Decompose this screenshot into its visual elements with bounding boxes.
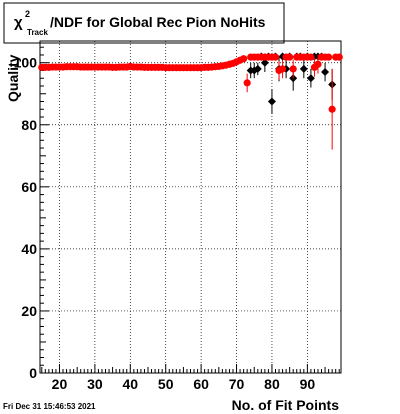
x-tick-label: 30 <box>87 376 103 392</box>
data-point <box>335 53 343 61</box>
series-red <box>38 53 343 150</box>
data-point <box>321 68 330 77</box>
y-axis-label: Quality <box>5 54 21 102</box>
data-point <box>240 55 248 63</box>
series-black <box>246 52 337 114</box>
title-box: χ 2 Track /NDF for Global Rec Pion NoHit… <box>3 2 285 44</box>
data-point <box>314 60 322 68</box>
x-tick-label: 60 <box>193 376 209 392</box>
data-point <box>325 53 333 61</box>
y-tick-label: 0 <box>29 365 37 381</box>
data-point <box>278 65 287 73</box>
plot-frame <box>39 40 342 374</box>
tick-labels: 20 30 40 50 60 70 80 90 0 20 40 60 80 100 <box>14 55 316 392</box>
y-tick-label: 20 <box>21 303 37 319</box>
data-point <box>299 64 308 73</box>
data-point <box>271 53 280 61</box>
data-point <box>243 79 251 87</box>
data-point <box>306 74 315 83</box>
y-tick-label: 80 <box>21 117 37 133</box>
x-tick-label: 50 <box>158 376 174 392</box>
data-point <box>328 105 336 113</box>
y-tick-label: 60 <box>21 179 37 195</box>
x-tick-label: 40 <box>123 376 139 392</box>
data-point <box>253 64 262 73</box>
gridlines <box>40 41 341 374</box>
data-point <box>267 97 276 106</box>
y-tick-label: 100 <box>14 55 38 71</box>
data-point <box>289 65 297 73</box>
title-symbol: χ <box>14 14 23 31</box>
data-point <box>307 53 315 61</box>
x-axis-label: No. of Fit Points <box>232 397 340 413</box>
timestamp: Fri Dec 31 15:46:53 2021 <box>3 402 96 411</box>
axis-ticks <box>40 46 340 374</box>
data-point <box>286 53 294 61</box>
data-point <box>260 58 269 67</box>
title-superscript: 2 <box>25 9 30 19</box>
chart-title: /NDF for Global Rec Pion NoHits <box>50 14 266 30</box>
x-tick-label: 20 <box>52 376 68 392</box>
y-tick-label: 40 <box>21 241 37 257</box>
title-subscript: Track <box>27 28 48 37</box>
x-tick-label: 70 <box>229 376 245 392</box>
x-tick-label: 80 <box>264 376 280 392</box>
x-tick-label: 90 <box>300 376 316 392</box>
